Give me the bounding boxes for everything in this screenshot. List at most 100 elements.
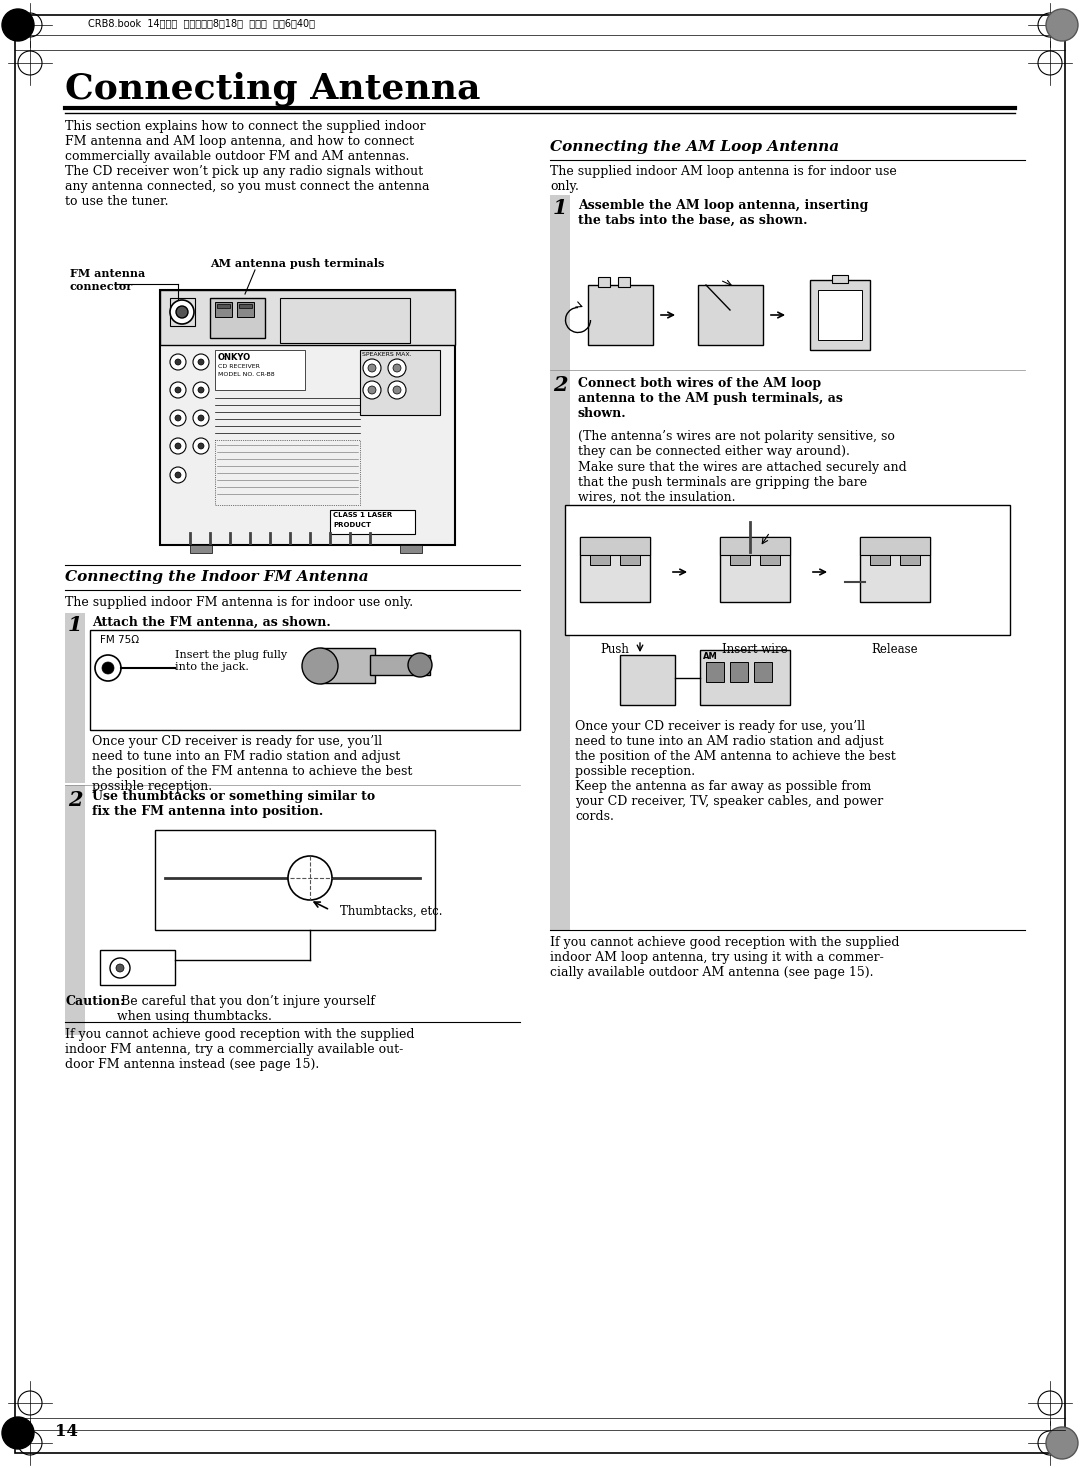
Text: Once your CD receiver is ready for use, you’ll
need to tune into an AM radio sta: Once your CD receiver is ready for use, …: [575, 719, 895, 824]
Bar: [156, 829, 435, 931]
Circle shape: [368, 386, 376, 393]
Bar: [588, 285, 653, 345]
Circle shape: [1047, 1427, 1078, 1459]
Text: Connecting the AM Loop Antenna: Connecting the AM Loop Antenna: [550, 139, 839, 154]
Text: FM antenna
connector: FM antenna connector: [70, 269, 145, 292]
Bar: [550, 370, 570, 931]
Bar: [860, 537, 930, 555]
Bar: [215, 349, 305, 390]
Bar: [698, 285, 762, 345]
Bar: [160, 291, 455, 345]
Circle shape: [198, 415, 204, 421]
Text: AM: AM: [703, 652, 718, 661]
Text: Attach the FM antenna, as shown.: Attach the FM antenna, as shown.: [92, 617, 330, 628]
Circle shape: [368, 364, 376, 371]
Bar: [580, 537, 650, 602]
Text: Release: Release: [872, 643, 918, 656]
Text: 1: 1: [68, 615, 82, 636]
Circle shape: [198, 388, 204, 393]
Bar: [160, 291, 455, 545]
Bar: [760, 555, 780, 565]
Text: 1: 1: [553, 198, 567, 219]
Circle shape: [2, 1417, 33, 1449]
Text: Be careful that you don’t injure yourself
when using thumbtacks.: Be careful that you don’t injure yoursel…: [117, 995, 375, 1023]
Bar: [217, 304, 230, 308]
Circle shape: [175, 360, 181, 366]
Text: Connecting Antenna: Connecting Antenna: [65, 72, 481, 107]
Bar: [620, 655, 675, 705]
Text: CD RECEIVER: CD RECEIVER: [218, 364, 260, 368]
Circle shape: [170, 382, 186, 398]
Bar: [700, 650, 789, 705]
Bar: [720, 537, 789, 555]
Text: If you cannot achieve good reception with the supplied
indoor FM antenna, try a : If you cannot achieve good reception wit…: [65, 1028, 415, 1072]
Bar: [580, 537, 650, 555]
Bar: [239, 304, 252, 308]
Circle shape: [363, 360, 381, 377]
Text: Connect both wires of the AM loop
antenna to the AM push terminals, as
shown.: Connect both wires of the AM loop antenn…: [578, 377, 842, 420]
Text: 2: 2: [553, 374, 567, 395]
Circle shape: [175, 388, 181, 393]
Circle shape: [175, 443, 181, 449]
Circle shape: [116, 964, 124, 972]
Text: FM 75Ω: FM 75Ω: [100, 636, 139, 644]
Text: Insert wire: Insert wire: [723, 643, 787, 656]
Text: MODEL NO. CR-B8: MODEL NO. CR-B8: [218, 371, 274, 377]
Bar: [65, 785, 85, 1035]
Circle shape: [393, 364, 401, 371]
Bar: [620, 555, 640, 565]
Circle shape: [1047, 9, 1078, 41]
Bar: [190, 545, 212, 553]
Bar: [320, 647, 375, 683]
Bar: [550, 195, 570, 370]
Circle shape: [95, 655, 121, 681]
Bar: [754, 662, 772, 683]
Bar: [170, 298, 195, 326]
Circle shape: [193, 354, 210, 370]
Text: Thumbtacks, etc.: Thumbtacks, etc.: [340, 904, 443, 918]
Bar: [818, 291, 862, 341]
Bar: [100, 950, 175, 985]
Text: AM antenna push terminals: AM antenna push terminals: [210, 258, 384, 269]
Bar: [832, 275, 848, 283]
Text: 2: 2: [68, 790, 82, 810]
Bar: [870, 555, 890, 565]
Circle shape: [302, 647, 338, 684]
Text: Assemble the AM loop antenna, inserting
the tabs into the base, as shown.: Assemble the AM loop antenna, inserting …: [578, 200, 868, 228]
Circle shape: [175, 415, 181, 421]
Bar: [730, 662, 748, 683]
Text: (The antenna’s wires are not polarity sensitive, so
they can be connected either: (The antenna’s wires are not polarity se…: [578, 430, 895, 458]
Text: Caution:: Caution:: [65, 995, 125, 1009]
Text: ONKYO: ONKYO: [218, 352, 252, 363]
Bar: [90, 630, 519, 730]
Bar: [810, 280, 870, 349]
Text: The supplied indoor AM loop antenna is for indoor use
only.: The supplied indoor AM loop antenna is f…: [550, 164, 896, 192]
Bar: [370, 655, 430, 675]
Circle shape: [170, 437, 186, 454]
Circle shape: [198, 360, 204, 366]
Circle shape: [170, 467, 186, 483]
Circle shape: [193, 382, 210, 398]
Circle shape: [388, 382, 406, 399]
Circle shape: [102, 662, 114, 674]
Text: If you cannot achieve good reception with the supplied
indoor AM loop antenna, t: If you cannot achieve good reception wit…: [550, 937, 900, 979]
Circle shape: [170, 354, 186, 370]
Circle shape: [393, 386, 401, 393]
Circle shape: [2, 9, 33, 41]
Circle shape: [175, 473, 181, 479]
Bar: [860, 537, 930, 602]
Bar: [720, 537, 789, 602]
Circle shape: [110, 959, 130, 978]
Bar: [730, 555, 750, 565]
Circle shape: [288, 856, 332, 900]
Bar: [618, 277, 630, 288]
Text: Make sure that the wires are attached securely and
that the push terminals are g: Make sure that the wires are attached se…: [578, 461, 907, 504]
Circle shape: [198, 443, 204, 449]
Text: CRB8.book  14ページ  ２００５年8月18日  木曜日  午後6時40分: CRB8.book 14ページ ２００５年8月18日 木曜日 午後6時40分: [87, 18, 315, 28]
Circle shape: [176, 305, 188, 319]
Bar: [565, 505, 1010, 636]
Bar: [65, 614, 85, 782]
Circle shape: [363, 382, 381, 399]
Circle shape: [193, 410, 210, 426]
Bar: [237, 302, 254, 317]
